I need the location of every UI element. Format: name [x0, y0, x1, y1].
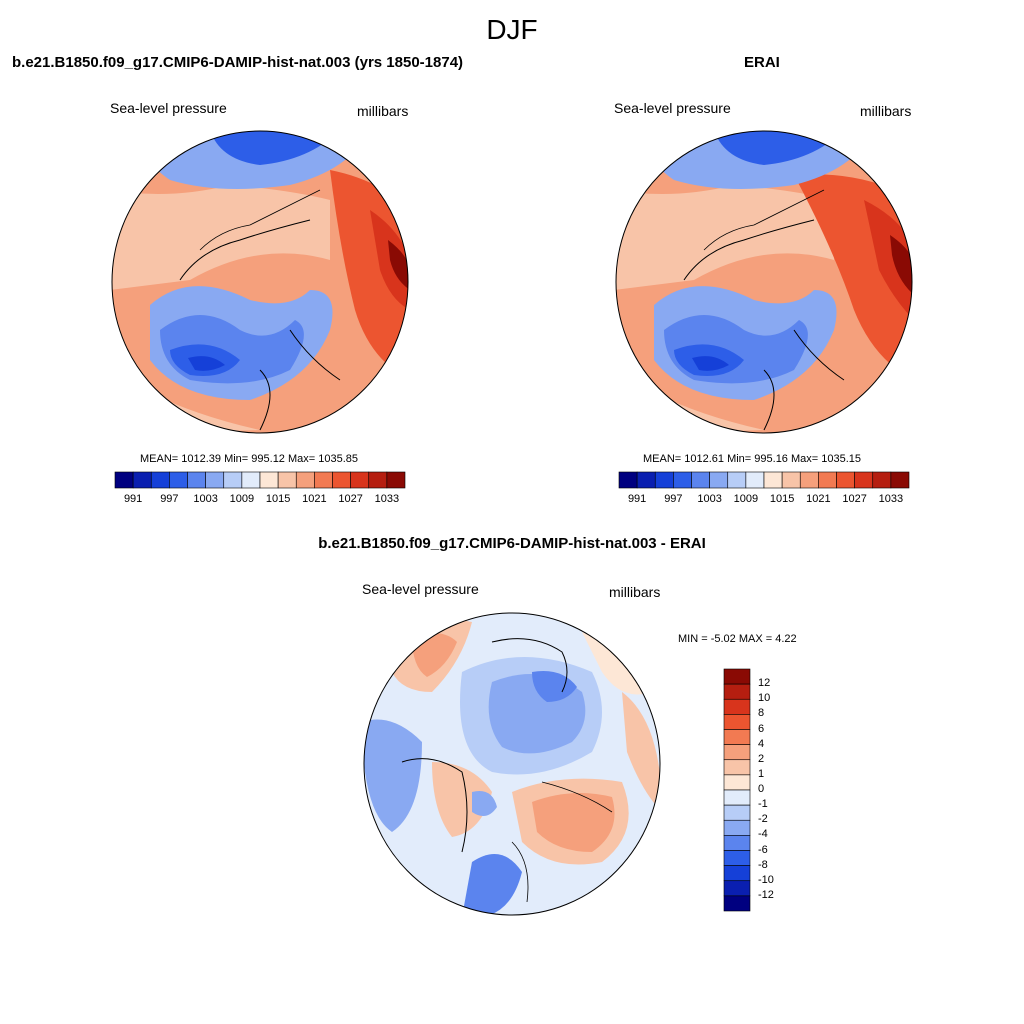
- colorbar-swatch: [223, 471, 243, 489]
- colorbar-swatch: [723, 759, 751, 776]
- colorbar-tick-label: 997: [664, 493, 683, 505]
- colorbar-swatch: [890, 471, 910, 489]
- panel-obs-units: millibars: [860, 103, 912, 119]
- panel-obs-stats: MEAN= 1012.61 Min= 995.16 Max= 1035.15: [643, 453, 862, 465]
- panel-diff-units: millibars: [609, 584, 661, 600]
- colorbar-tick-label: 10: [758, 692, 771, 705]
- colorbar-swatch: [818, 471, 837, 489]
- colorbar-swatch: [332, 471, 351, 489]
- colorbar-swatch: [723, 880, 751, 897]
- colorbar-swatch: [691, 471, 710, 489]
- colorbar-tick-label: 1021: [302, 493, 327, 505]
- panel-model-variable: Sea-level pressure: [110, 100, 227, 116]
- colorbar-swatch: [314, 471, 333, 489]
- colorbar-swatch: [654, 471, 674, 489]
- colorbar-tick-label: -4: [758, 828, 768, 841]
- colorbar-swatch: [799, 471, 819, 489]
- colorbar-swatch: [723, 789, 751, 806]
- colorbar-swatch: [187, 471, 206, 489]
- colorbar-swatch: [259, 471, 279, 489]
- panel-model-colorbar: [114, 471, 406, 489]
- colorbar-swatch: [723, 698, 751, 715]
- colorbar-swatch: [723, 744, 751, 761]
- colorbar-tick-label: 1: [758, 767, 765, 780]
- colorbar-tick-label: -10: [758, 873, 774, 886]
- colorbar-swatch: [781, 471, 801, 489]
- colorbar-swatch: [723, 668, 751, 685]
- colorbar-swatch: [723, 850, 751, 866]
- colorbar-tick-label: 997: [160, 493, 179, 505]
- colorbar-swatch: [723, 683, 751, 700]
- panel-diff-variable: Sea-level pressure: [362, 581, 479, 597]
- panel-model-units: millibars: [357, 103, 409, 119]
- colorbar-swatch: [277, 471, 297, 489]
- colorbar-swatch: [723, 804, 751, 821]
- colorbar-tick-label: 0: [758, 783, 765, 795]
- colorbar-tick-label: 1015: [265, 493, 291, 505]
- colorbar-tick-label: 991: [123, 493, 143, 505]
- panel-model-map: [111, 130, 409, 434]
- colorbar-swatch: [241, 471, 261, 489]
- colorbar-tick-label: 1015: [769, 493, 795, 505]
- colorbar-tick-label: 1027: [338, 493, 363, 505]
- panel-diff-map: [363, 612, 661, 916]
- colorbar-swatch: [132, 471, 152, 489]
- colorbar-swatch: [169, 471, 188, 489]
- colorbar-swatch: [723, 714, 751, 730]
- colorbar-tick-label: 1003: [193, 493, 218, 505]
- colorbar-swatch: [636, 471, 656, 489]
- colorbar-swatch: [618, 471, 638, 489]
- colorbar-tick-label: 12: [758, 677, 771, 690]
- colorbar-swatch: [727, 471, 747, 489]
- colorbar-tick-label: -1: [758, 798, 768, 811]
- colorbar-tick-label: 1027: [842, 493, 867, 505]
- panel-obs-variable: Sea-level pressure: [614, 100, 731, 116]
- colorbar-swatch: [723, 865, 751, 882]
- colorbar-swatch: [723, 895, 751, 912]
- colorbar-swatch: [763, 471, 783, 489]
- colorbar-swatch: [386, 471, 406, 489]
- colorbar-tick-label: 1009: [733, 493, 759, 505]
- colorbar-swatch: [723, 835, 751, 851]
- colorbar-swatch: [295, 471, 315, 489]
- colorbar-swatch: [723, 774, 751, 791]
- colorbar-tick-label: -8: [758, 858, 768, 871]
- colorbar-swatch: [114, 471, 134, 489]
- panel-obs-colorbar: [618, 471, 910, 489]
- colorbar-swatch: [368, 471, 388, 489]
- colorbar-swatch: [872, 471, 892, 489]
- colorbar-tick-label: 1009: [229, 493, 255, 505]
- colorbar-tick-label: -2: [758, 813, 768, 826]
- colorbar-swatch: [836, 471, 855, 489]
- colorbar-tick-label: 1033: [878, 493, 904, 505]
- panel-obs-map: [615, 130, 913, 434]
- panel-model-title: b.e21.B1850.f09_g17.CMIP6-DAMIP-hist-nat…: [12, 54, 464, 71]
- panel-diff-stats: MIN = -5.02 MAX = 4.22: [678, 633, 797, 645]
- colorbar-tick-label: 2: [758, 752, 765, 765]
- colorbar-tick-label: 1021: [806, 493, 831, 505]
- panel-diff-colorbar: [723, 668, 751, 912]
- colorbar-swatch: [854, 471, 874, 489]
- colorbar-swatch: [350, 471, 370, 489]
- panel-obs-title: ERAI: [744, 54, 780, 71]
- colorbar-swatch: [723, 729, 751, 745]
- colorbar-tick-label: 8: [758, 707, 765, 720]
- colorbar-tick-label: 4: [758, 737, 765, 750]
- colorbar-tick-label: -12: [758, 888, 774, 901]
- colorbar-swatch: [723, 819, 751, 836]
- figure-title: DJF: [486, 14, 538, 45]
- colorbar-tick-label: 1003: [697, 493, 722, 505]
- colorbar-swatch: [205, 471, 225, 489]
- colorbar-tick-label: 1033: [374, 493, 400, 505]
- colorbar-tick-label: -6: [758, 843, 768, 856]
- colorbar-swatch: [150, 471, 170, 489]
- colorbar-swatch: [673, 471, 692, 489]
- panel-model-stats: MEAN= 1012.39 Min= 995.12 Max= 1035.85: [140, 453, 359, 465]
- colorbar-tick-label: 991: [627, 493, 647, 505]
- colorbar-swatch: [709, 471, 729, 489]
- panel-diff-title: b.e21.B1850.f09_g17.CMIP6-DAMIP-hist-nat…: [318, 535, 706, 552]
- colorbar-swatch: [745, 471, 765, 489]
- colorbar-tick-label: 6: [758, 722, 765, 735]
